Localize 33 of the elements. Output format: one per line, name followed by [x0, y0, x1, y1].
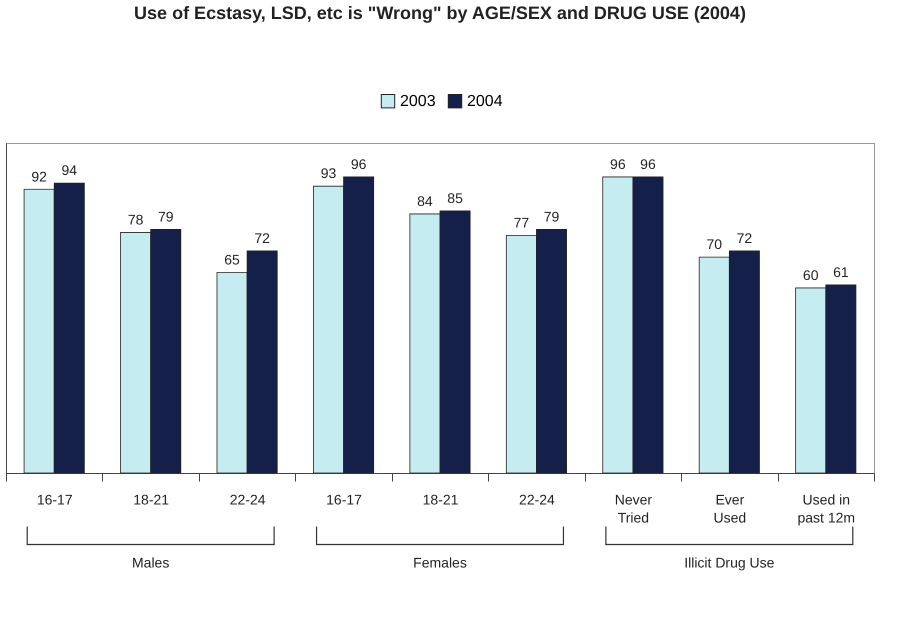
data-label: 72 — [254, 230, 270, 246]
data-label: 96 — [610, 156, 626, 172]
data-label: 70 — [706, 236, 722, 252]
data-label: 85 — [447, 190, 464, 206]
x-tick-label: 18-21 — [422, 492, 459, 508]
text: Illicit Drug Use — [684, 554, 775, 570]
data-label: 96 — [350, 156, 367, 172]
x-tick-label: 16-17 — [36, 492, 73, 508]
legend-label: 2003 — [400, 93, 436, 110]
data-label: 78 — [128, 211, 144, 228]
x-tick-label: 22-24 — [519, 492, 556, 508]
chart-title: Use of Ecstasy, LSD, etc is "Wrong" by AGE/SEX and DRUG USE (2004) — [134, 3, 746, 23]
text: Females — [413, 554, 467, 570]
x-tick-label: Never Tried — [614, 492, 652, 526]
data-label: 72 — [736, 230, 752, 246]
data-label: 96 — [640, 156, 656, 172]
data-label: 60 — [802, 266, 819, 283]
data-label: 77 — [514, 214, 530, 231]
x-tick-label: Ever Used — [713, 492, 746, 526]
data-label: 93 — [320, 165, 336, 182]
data-label: 92 — [31, 168, 48, 184]
x-tick-label: Used in past 12m — [797, 492, 856, 526]
x-tick-label: 16-17 — [326, 492, 362, 508]
data-label: 94 — [62, 162, 78, 178]
data-label: 79 — [544, 208, 560, 224]
text: Males — [132, 554, 170, 570]
data-label: 79 — [158, 208, 174, 224]
legend-label: 2004 — [467, 93, 503, 110]
data-label: 65 — [224, 252, 240, 268]
data-label: 61 — [833, 264, 849, 280]
x-tick-label: 18-21 — [133, 492, 170, 508]
data-label: 84 — [417, 192, 433, 209]
x-tick-label: 22-24 — [230, 492, 266, 508]
